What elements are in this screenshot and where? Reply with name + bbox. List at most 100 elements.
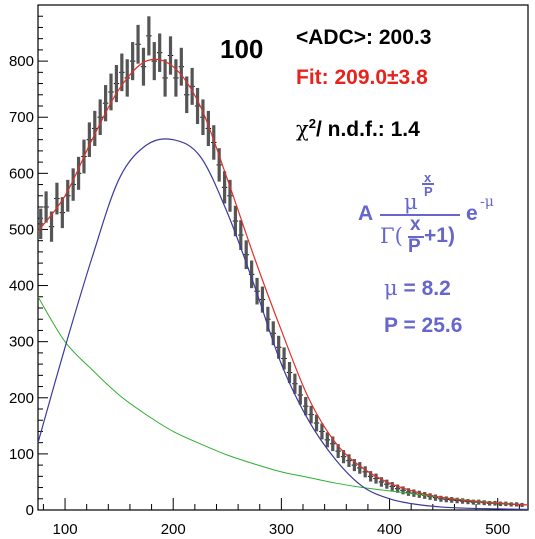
x-tick-label: 400 [377,521,402,538]
formula-e: e [466,202,478,225]
histogram-bin [465,498,471,505]
y-tick-label: 500 [9,221,34,238]
x-tick-label: 200 [161,521,186,538]
histogram-bin [449,497,455,503]
x-tick-label: 100 [53,521,78,538]
signal-fit-curve [37,138,529,511]
histogram-bin [65,179,71,212]
histogram-bin [400,486,406,495]
mu-value: = 8.2 [397,277,451,300]
histogram-bin [140,47,147,86]
histogram-bin [394,484,401,493]
histogram-bin [286,361,293,384]
histogram-bins [38,16,525,507]
histogram-bin [184,76,190,114]
chi2-label: χ2/ n.d.f.: 1.4 [296,116,420,142]
histogram-bin [362,466,368,478]
histogram-bin [254,277,260,305]
fit-result-label: Fit: 209.0±3.8 [296,66,428,89]
histogram-bin [270,321,276,346]
histogram-bin [340,450,347,464]
histogram-bin [162,59,168,97]
histogram-bin [389,482,395,491]
histogram-bin [454,497,460,504]
histogram-bin [243,240,249,270]
formula-main-bar [380,214,460,216]
histogram-bin [227,179,233,212]
histogram-bin [313,414,320,432]
histogram-bin [178,47,185,86]
x-tick-label: 500 [485,521,510,538]
histogram-bin [292,373,298,394]
histogram-bin [97,99,103,136]
histogram-bin [194,87,201,125]
x-axis: 100 200 300 400 500 [42,498,520,538]
y-tick-label: 300 [9,334,34,351]
formula-frac-den: P [408,236,421,257]
y-axis: 0 100 200 300 400 500 600 700 800 [9,4,48,519]
histogram-bin [378,477,385,487]
histogram-bin [297,385,304,405]
histogram-bin [330,436,336,452]
y-tick-label: 100 [9,446,34,463]
histogram-bin [167,36,174,75]
histogram-bin [48,211,55,242]
chi2-suffix: / n.d.f.: 1.4 [315,118,420,141]
histogram-bin [151,42,157,81]
histogram-bin [129,42,136,81]
histogram-bin [216,148,222,182]
histogram-bin [146,16,152,56]
formula-exp-num: x [424,170,432,185]
y-tick-label: 400 [9,278,34,295]
formula-exp-bar [422,183,434,185]
p-parameter-label: P = 25.6 [384,314,463,337]
histogram-bin [108,73,114,111]
histogram-bin [211,125,217,160]
fit-formula: A μ x P Γ( x P +1) e -μ [358,170,518,266]
histogram-bin [443,496,450,503]
mu-symbol: μ [384,276,398,300]
histogram-bin [459,498,466,504]
histogram-bin [259,286,266,313]
formula-mu: μ [404,190,418,214]
histogram-bin [59,197,66,229]
plot-frame [37,4,529,511]
histogram-bin [275,335,282,359]
histogram-bin [113,64,120,103]
formula-exp-den: P [424,184,433,199]
histogram-bin [38,208,44,240]
histogram-bin [411,489,417,497]
formula-plus: +1) [424,224,455,247]
histogram-bin [232,205,239,237]
formula-frac-bar [408,236,424,238]
formula-gamma: Γ( [380,224,403,248]
histogram-bin [324,432,331,448]
histogram-bin [308,405,314,424]
histogram-bin [92,110,98,147]
formula-a: A [358,202,374,225]
histogram-bin [346,454,352,467]
histogram-bin [432,494,439,501]
histogram-bin [281,347,287,370]
histogram-bin [367,471,374,482]
x-tick-label: 300 [269,521,294,538]
histogram-bin [173,59,179,97]
total-fit-curve [37,58,529,506]
chi-superscript: 2 [308,116,316,131]
histogram-bin [351,459,358,472]
histogram-bin [189,67,195,105]
histogram-bin [43,191,49,223]
histogram-bin [54,182,60,215]
histogram-bin [319,423,325,440]
histogram-bin [384,479,390,489]
histogram-bin [102,85,109,122]
y-tick-label: 800 [9,53,34,70]
mean-adc-label: <ADC>: 200.3 [296,26,432,49]
histogram-bin [438,495,444,502]
y-tick-label: 200 [9,390,34,407]
histogram-bin [335,444,341,458]
histogram-bin [238,220,244,250]
histogram-bin [86,122,93,157]
histogram-bin [205,110,212,147]
